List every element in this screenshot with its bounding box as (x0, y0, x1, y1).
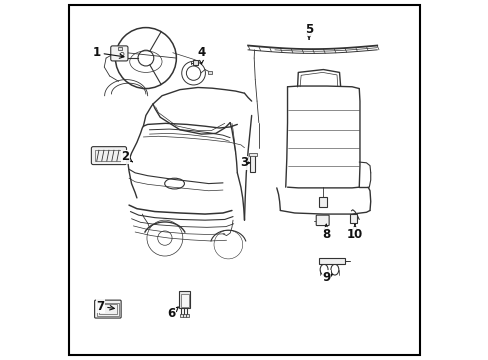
Bar (97, 303, 119, 316)
FancyBboxPatch shape (110, 46, 128, 61)
Text: 1: 1 (93, 46, 124, 59)
Bar (319, 197, 326, 207)
Bar (192, 60, 198, 64)
Bar (248, 153, 256, 156)
Bar (180, 294, 188, 307)
Bar (179, 291, 190, 309)
Bar (185, 315, 188, 318)
Bar (183, 315, 185, 318)
Text: 10: 10 (346, 225, 362, 241)
Text: 4: 4 (197, 46, 205, 64)
FancyBboxPatch shape (91, 147, 126, 165)
Text: 5: 5 (305, 23, 312, 39)
Text: 3: 3 (239, 156, 249, 169)
Bar (207, 71, 211, 74)
FancyBboxPatch shape (316, 215, 328, 226)
Text: 2: 2 (121, 150, 132, 163)
Bar (180, 315, 183, 318)
Text: 7: 7 (96, 300, 114, 313)
Bar (349, 214, 356, 223)
Text: 8: 8 (322, 225, 330, 241)
Bar (117, 47, 122, 50)
Bar (319, 258, 344, 264)
Bar (99, 304, 117, 315)
Bar (95, 150, 122, 161)
Bar (250, 154, 254, 172)
FancyBboxPatch shape (94, 300, 121, 318)
Text: 6: 6 (166, 307, 178, 320)
Text: 9: 9 (322, 271, 332, 284)
